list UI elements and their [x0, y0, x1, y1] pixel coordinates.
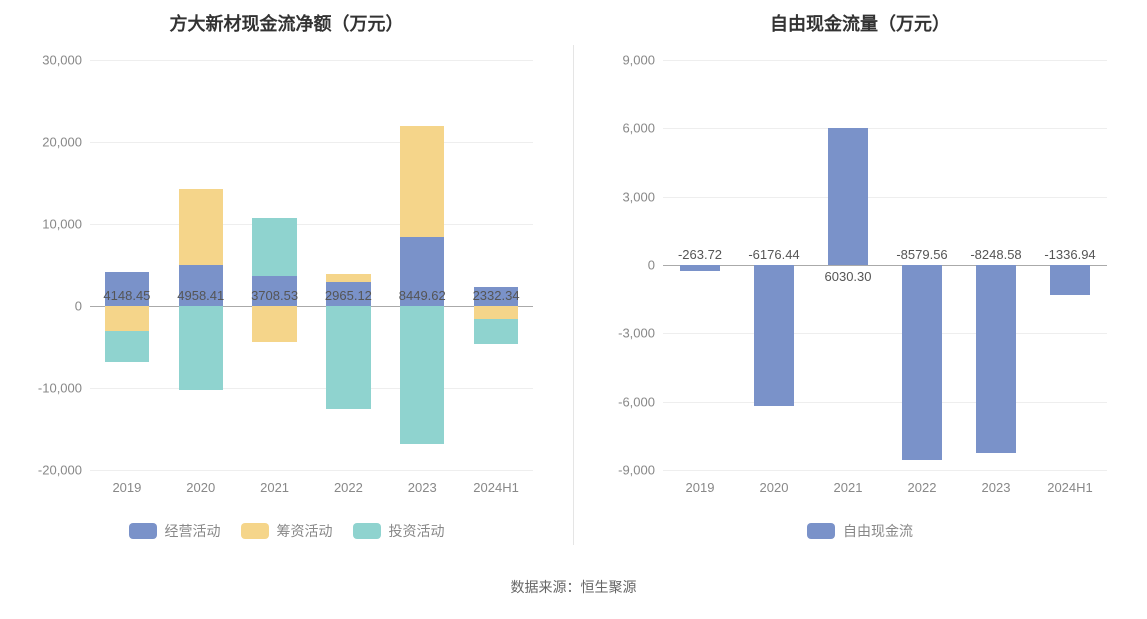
bar-value-label: -6176.44 — [748, 247, 799, 262]
bar-operating — [105, 272, 149, 306]
bar-operating — [326, 282, 370, 306]
legend-swatch — [807, 523, 835, 539]
gridline — [90, 388, 533, 389]
bar-investing — [326, 306, 370, 409]
legend-label: 投资活动 — [389, 521, 445, 541]
y-tick-label: -20,000 — [38, 463, 90, 478]
x-tick-label: 2019 — [686, 470, 715, 495]
y-tick-label: -3,000 — [618, 326, 663, 341]
bar-investing — [474, 319, 518, 344]
bar-financing — [179, 189, 223, 265]
x-tick-label: 2022 — [908, 470, 937, 495]
zero-line — [663, 265, 1107, 266]
legend-item: 自由现金流 — [807, 521, 913, 541]
y-tick-label: -10,000 — [38, 381, 90, 396]
bar-operating — [474, 287, 518, 306]
bar-value-label: -8579.56 — [896, 247, 947, 262]
bar-financing — [400, 126, 444, 237]
left-legend: 经营活动 筹资活动 投资活动 — [0, 521, 573, 542]
bar-operating — [400, 237, 444, 306]
bar-fcf — [902, 265, 943, 460]
x-tick-label: 2023 — [982, 470, 1011, 495]
bar-value-label: -1336.94 — [1044, 247, 1095, 262]
bar-financing — [252, 306, 296, 342]
gridline — [663, 197, 1107, 198]
y-tick-label: 30,000 — [42, 53, 90, 68]
right-chart-title: 自由现金流量（万元） — [573, 10, 1147, 36]
y-tick-label: 6,000 — [622, 121, 663, 136]
gridline — [90, 142, 533, 143]
right-chart-panel: 自由现金流量（万元） -9,000-6,000-3,00003,0006,000… — [573, 0, 1147, 560]
bar-investing — [179, 306, 223, 390]
x-tick-label: 2020 — [760, 470, 789, 495]
legend-label: 筹资活动 — [277, 521, 333, 541]
bar-investing — [252, 218, 296, 275]
left-chart-title: 方大新材现金流净额（万元） — [0, 10, 573, 36]
x-tick-label: 2023 — [408, 470, 437, 495]
zero-line — [90, 306, 533, 307]
legend-label: 自由现金流 — [843, 521, 913, 541]
bar-investing — [400, 306, 444, 444]
gridline — [663, 128, 1107, 129]
y-tick-label: 20,000 — [42, 135, 90, 150]
gridline — [90, 224, 533, 225]
y-tick-label: 9,000 — [622, 53, 663, 68]
bar-fcf — [754, 265, 795, 406]
bar-financing — [326, 274, 370, 281]
bar-value-label: -8248.58 — [970, 247, 1021, 262]
x-tick-label: 2021 — [260, 470, 289, 495]
gridline — [90, 60, 533, 61]
left-plot-area: -20,000-10,000010,00020,00030,0002019202… — [90, 60, 533, 470]
bar-operating — [252, 276, 296, 306]
bar-financing — [105, 306, 149, 331]
bar-investing — [105, 331, 149, 361]
x-tick-label: 2024H1 — [473, 470, 519, 495]
y-tick-label: -9,000 — [618, 463, 663, 478]
gridline — [663, 402, 1107, 403]
y-tick-label: 0 — [648, 258, 663, 273]
legend-item: 经营活动 — [129, 521, 221, 541]
left-chart-panel: 方大新材现金流净额（万元） -20,000-10,000010,00020,00… — [0, 0, 573, 560]
bar-fcf — [1050, 265, 1091, 295]
right-plot-area: -9,000-6,000-3,00003,0006,0009,000201920… — [663, 60, 1107, 470]
y-tick-label: 3,000 — [622, 189, 663, 204]
y-tick-label: 10,000 — [42, 217, 90, 232]
bar-value-label: 6030.30 — [825, 269, 872, 284]
legend-item: 投资活动 — [353, 521, 445, 541]
x-tick-label: 2019 — [112, 470, 141, 495]
legend-item: 筹资活动 — [241, 521, 333, 541]
bar-fcf — [680, 265, 721, 271]
x-tick-label: 2021 — [834, 470, 863, 495]
figure-canvas: 方大新材现金流净额（万元） -20,000-10,000010,00020,00… — [0, 0, 1147, 619]
y-tick-label: -6,000 — [618, 394, 663, 409]
bar-financing — [474, 306, 518, 319]
legend-swatch — [129, 523, 157, 539]
bar-fcf — [976, 265, 1017, 453]
x-tick-label: 2022 — [334, 470, 363, 495]
bar-fcf — [828, 128, 869, 265]
right-legend: 自由现金流 — [573, 521, 1147, 542]
x-tick-label: 2024H1 — [1047, 470, 1093, 495]
gridline — [663, 470, 1107, 471]
x-tick-label: 2020 — [186, 470, 215, 495]
bar-operating — [179, 265, 223, 306]
gridline — [663, 60, 1107, 61]
legend-swatch — [353, 523, 381, 539]
gridline — [663, 333, 1107, 334]
legend-swatch — [241, 523, 269, 539]
gridline — [90, 470, 533, 471]
legend-label: 经营活动 — [165, 521, 221, 541]
bar-value-label: -263.72 — [678, 247, 722, 262]
data-source-footer: 数据来源：恒生聚源 — [0, 577, 1147, 597]
y-tick-label: 0 — [75, 299, 90, 314]
